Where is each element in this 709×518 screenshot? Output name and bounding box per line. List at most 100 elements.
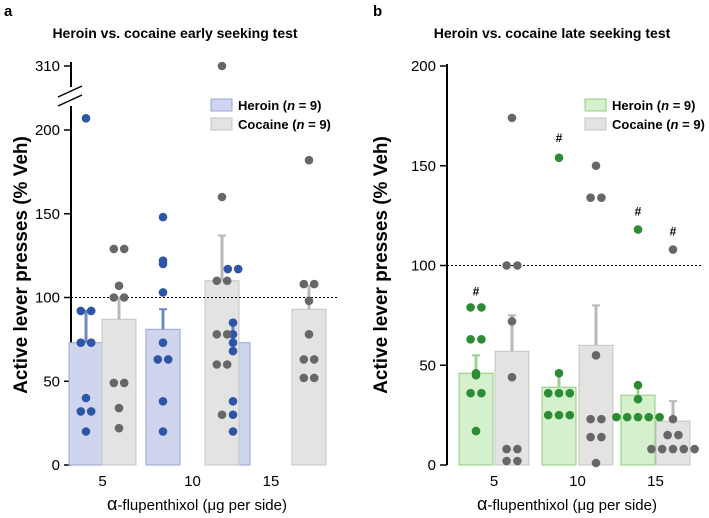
data-point-heroin — [76, 306, 86, 316]
data-point-cocaine — [591, 350, 601, 360]
panel-a: a Heroin vs. cocaine early seeking test … — [4, 3, 337, 514]
data-point-heroin — [228, 397, 238, 406]
panel-b-letter: b — [373, 3, 382, 20]
panel-a-x-ticks: 5 10 15 — [98, 473, 279, 490]
data-point-heroin — [158, 397, 168, 406]
y-tick-label: 50 — [43, 373, 60, 390]
data-point-cocaine — [309, 279, 319, 289]
y-tick-label: 200 — [411, 58, 436, 75]
data-point-cocaine — [309, 355, 319, 364]
data-point-cocaine — [119, 293, 129, 302]
data-point-heroin — [554, 368, 564, 378]
data-point-heroin — [477, 388, 486, 398]
panel-a-y-tick-label-310: 310 — [35, 58, 60, 75]
data-point-cocaine — [217, 192, 227, 202]
data-point-heroin — [228, 318, 238, 327]
panel-a-axis-break-mark — [57, 94, 83, 107]
significance-mark: # — [635, 205, 642, 219]
data-point-cocaine — [119, 244, 129, 254]
data-point-heroin — [554, 388, 564, 398]
data-point-cocaine — [657, 444, 667, 454]
data-point-heroin — [471, 370, 481, 380]
legend-label-heroin: Heroin (n = 9) — [612, 98, 695, 113]
panel-a-legend: Heroin (n = 9) Cocaine (n = 9) — [210, 98, 331, 132]
data-point-cocaine — [217, 61, 227, 71]
bar-cocaine-10 — [204, 280, 240, 466]
data-point-heroin — [86, 407, 96, 416]
panel-a-title: Heroin vs. cocaine early seeking test — [52, 25, 297, 41]
bar-heroin-5 — [68, 342, 104, 466]
data-point-heroin — [554, 410, 564, 420]
data-point-heroin — [158, 259, 168, 269]
data-point-cocaine — [119, 378, 129, 388]
data-point-cocaine — [586, 193, 595, 202]
data-point-heroin — [76, 407, 86, 416]
data-point-cocaine — [647, 444, 656, 454]
data-point-heroin — [565, 388, 575, 398]
data-point-heroin — [543, 388, 553, 398]
data-point-heroin — [81, 427, 91, 436]
data-point-cocaine — [114, 403, 124, 413]
panel-b-points — [466, 113, 699, 468]
data-point-heroin — [86, 338, 96, 348]
data-point-heroin — [158, 427, 168, 436]
data-point-cocaine — [513, 261, 522, 270]
data-point-cocaine — [591, 458, 601, 468]
panel-b-bars — [458, 344, 691, 466]
legend-swatch-heroin — [210, 98, 233, 112]
bar-cocaine-5 — [101, 318, 137, 466]
data-point-heroin — [158, 338, 168, 348]
y-tick-label: 50 — [419, 357, 436, 374]
data-point-cocaine — [679, 444, 689, 454]
data-point-cocaine — [674, 430, 683, 440]
x-tick-label-5: 5 — [98, 473, 106, 490]
data-point-heroin — [633, 412, 643, 422]
significance-mark: # — [473, 284, 480, 298]
bar-cocaine-15 — [655, 420, 691, 466]
legend-label-cocaine: Cocaine (n = 9) — [612, 117, 705, 132]
data-point-heroin — [633, 380, 643, 390]
panel-b-x-ticks: 5 10 15 — [490, 473, 664, 490]
data-point-cocaine — [309, 373, 319, 383]
data-point-heroin — [233, 264, 243, 274]
data-point-cocaine — [597, 193, 606, 202]
panel-b-significance: # # # # — [473, 131, 677, 299]
data-point-cocaine — [597, 414, 606, 424]
significance-mark: # — [556, 131, 563, 145]
legend-swatch-cocaine — [584, 117, 607, 131]
data-point-cocaine — [586, 414, 595, 424]
x-tick-label-15: 15 — [263, 473, 280, 490]
y-tick-label: 0 — [52, 457, 60, 474]
data-point-cocaine — [217, 410, 227, 420]
data-point-cocaine — [212, 360, 222, 369]
significance-mark: # — [670, 225, 677, 239]
y-tick-label: 200 — [35, 122, 60, 139]
data-point-cocaine — [591, 161, 601, 171]
bar-heroin-10 — [541, 386, 577, 466]
data-point-heroin — [477, 335, 486, 344]
data-point-heroin — [655, 412, 664, 422]
data-point-cocaine — [502, 261, 511, 270]
panel-b: b Heroin vs. cocaine late seeking test A… — [371, 3, 705, 514]
data-point-cocaine — [222, 276, 232, 286]
bar-heroin-15 — [620, 394, 656, 466]
data-point-cocaine — [114, 423, 124, 433]
x-tick-label-5: 5 — [490, 473, 498, 490]
data-point-heroin — [466, 335, 475, 344]
data-point-cocaine — [109, 378, 119, 388]
data-point-heroin — [153, 355, 163, 364]
data-point-cocaine — [304, 296, 314, 306]
data-point-cocaine — [109, 293, 119, 302]
data-point-heroin — [228, 346, 238, 356]
bar-cocaine-10 — [578, 344, 614, 466]
data-point-cocaine — [502, 456, 511, 466]
panel-b-title: Heroin vs. cocaine late seeking test — [434, 25, 671, 41]
panel-a-points — [76, 61, 319, 436]
data-point-cocaine — [586, 432, 595, 442]
panel-a-axis-break-mark — [57, 85, 83, 98]
data-point-cocaine — [513, 444, 522, 454]
data-point-cocaine — [109, 244, 119, 254]
data-point-cocaine — [507, 372, 517, 382]
data-point-cocaine — [668, 245, 678, 254]
